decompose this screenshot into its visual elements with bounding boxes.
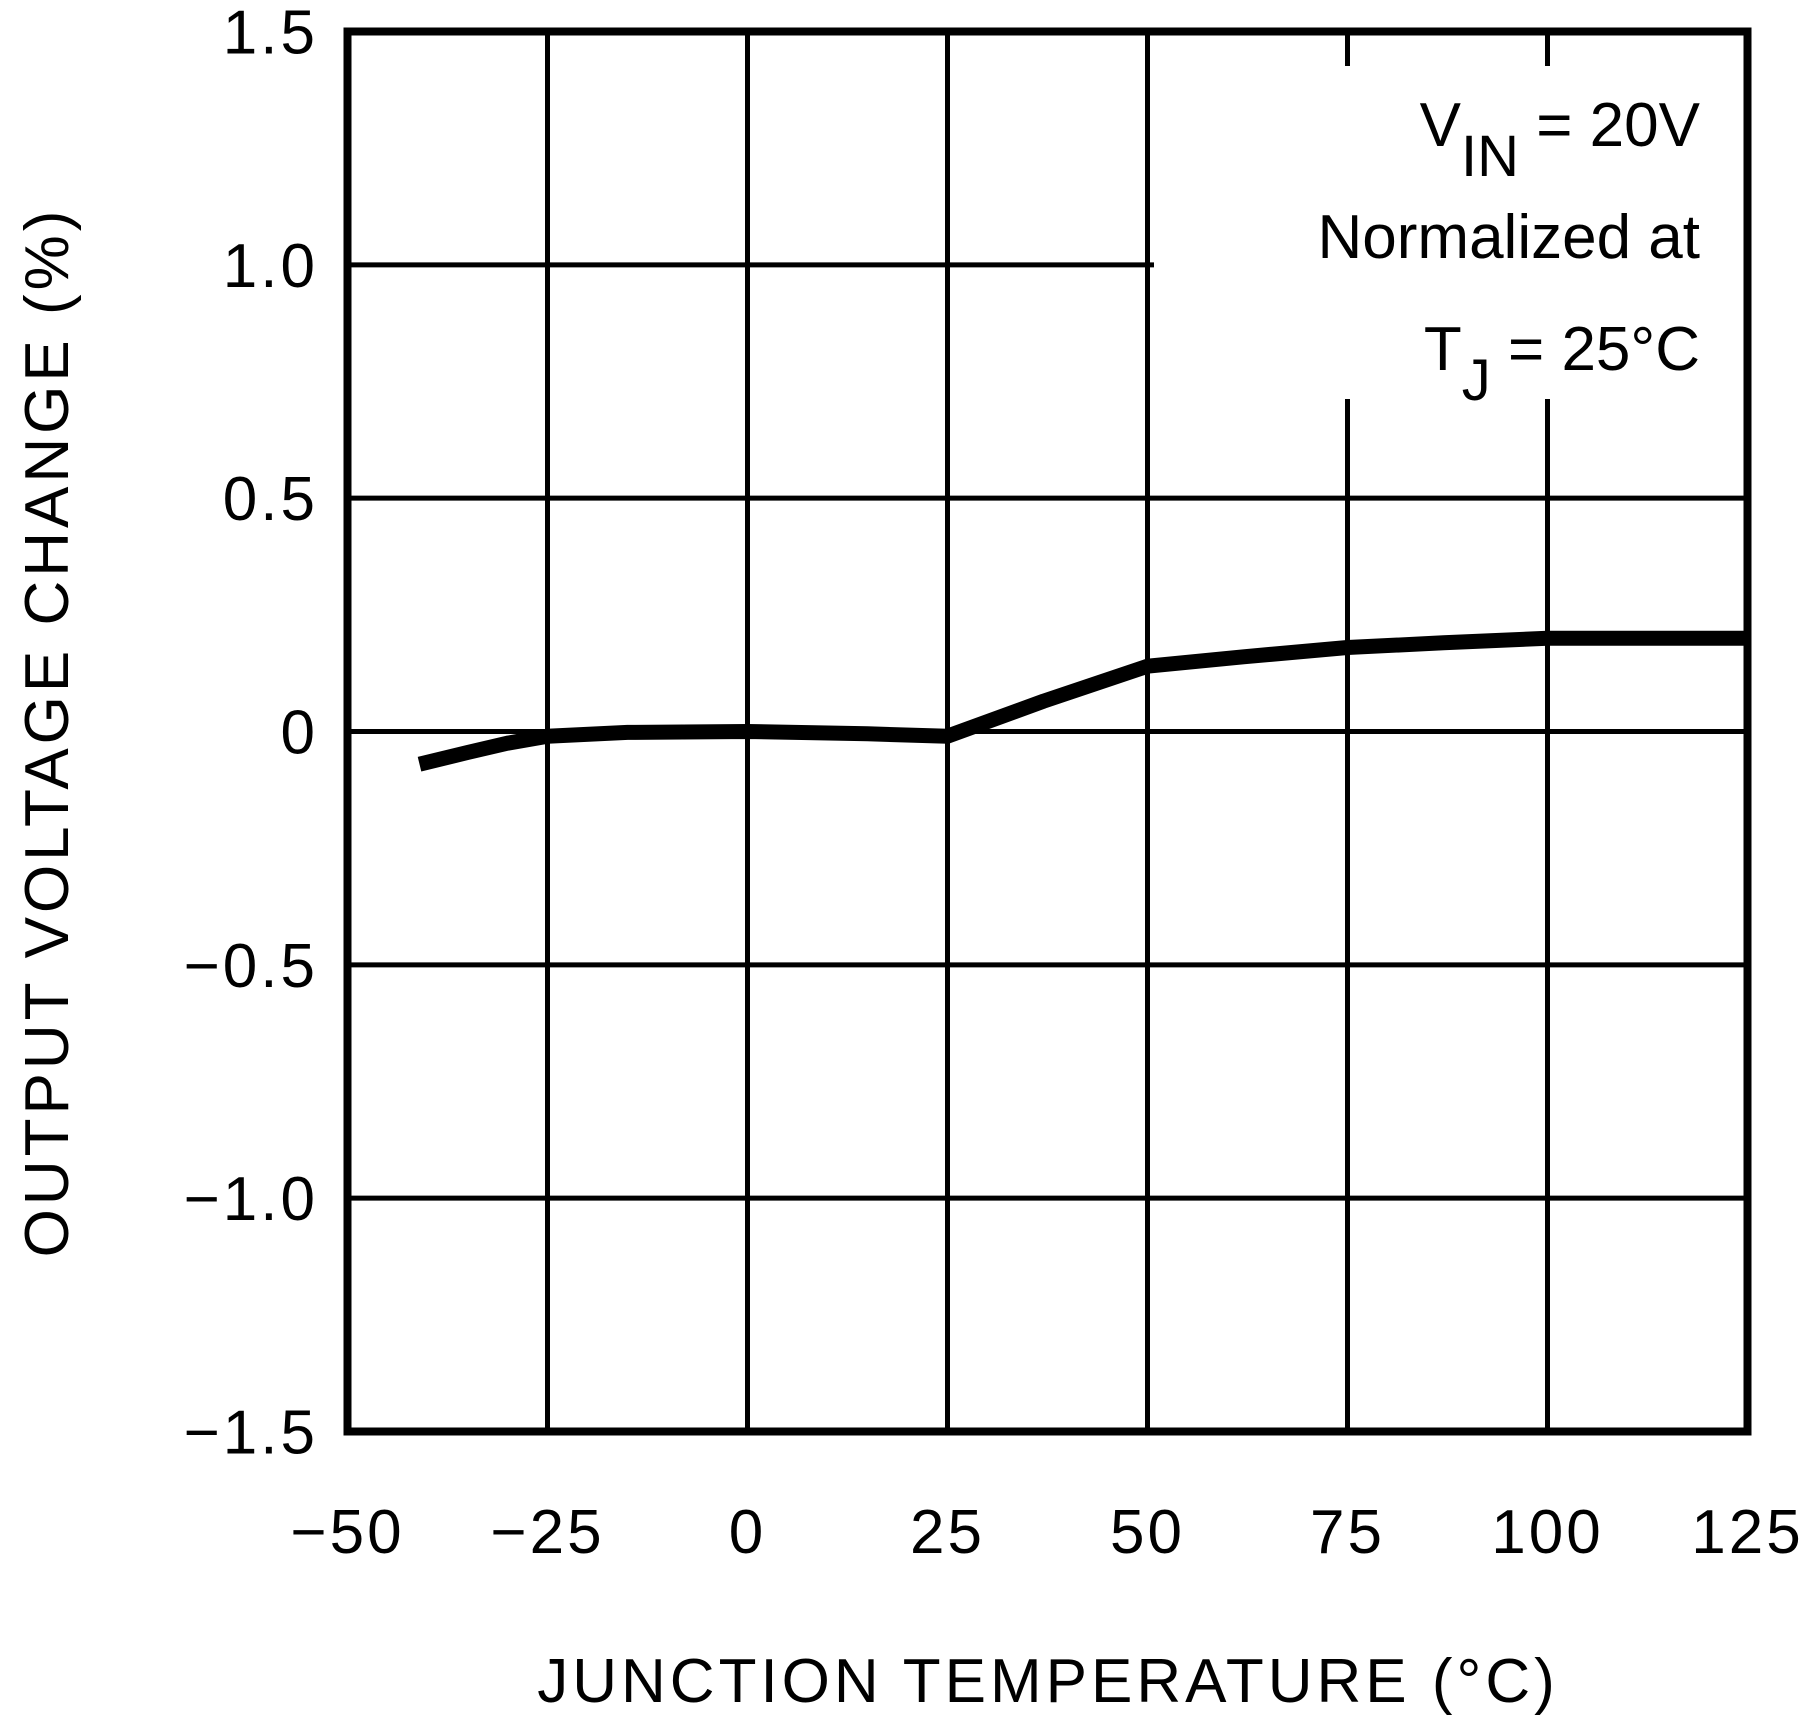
y-tick-label: −1.0 bbox=[184, 1165, 318, 1234]
x-tick-label: 100 bbox=[1491, 1498, 1603, 1567]
y-tick-label: 0 bbox=[281, 699, 318, 768]
x-tick-label: −25 bbox=[490, 1498, 604, 1567]
y-tick-label: 1.0 bbox=[223, 232, 318, 301]
data-series bbox=[417, 630, 1748, 772]
x-tick-label: 50 bbox=[1110, 1498, 1185, 1567]
x-tick-label: −50 bbox=[290, 1498, 404, 1567]
x-axis-tick-labels: −50 −25 0 25 50 75 100 125 bbox=[290, 1498, 1803, 1567]
x-tick-label: 25 bbox=[910, 1498, 985, 1567]
x-axis-title: JUNCTION TEMPERATURE (°C) bbox=[537, 1647, 1559, 1716]
x-tick-label: 0 bbox=[729, 1498, 766, 1567]
annotation: VIN = 20V Normalized at TJ = 25°C bbox=[1318, 91, 1701, 413]
y-tick-label: 0.5 bbox=[223, 465, 318, 534]
y-tick-label: −0.5 bbox=[184, 932, 318, 1001]
y-axis-tick-labels: 1.5 1.0 0.5 0 −0.5 −1.0 −1.5 bbox=[184, 0, 318, 1468]
series-line bbox=[417, 630, 1748, 772]
y-tick-label: 1.5 bbox=[223, 0, 318, 68]
annotation-vin: VIN = 20V bbox=[1420, 91, 1701, 189]
y-axis-title: OUTPUT VOLTAGE CHANGE (%) bbox=[13, 207, 82, 1258]
annotation-normalized: Normalized at bbox=[1318, 203, 1700, 272]
x-tick-label: 75 bbox=[1310, 1498, 1385, 1567]
plot-frame bbox=[343, 27, 1752, 1436]
annotation-background bbox=[1154, 66, 1744, 399]
x-tick-label: 125 bbox=[1691, 1498, 1803, 1567]
y-tick-label: −1.5 bbox=[184, 1399, 318, 1468]
annotation-tj: TJ = 25°C bbox=[1424, 315, 1700, 413]
